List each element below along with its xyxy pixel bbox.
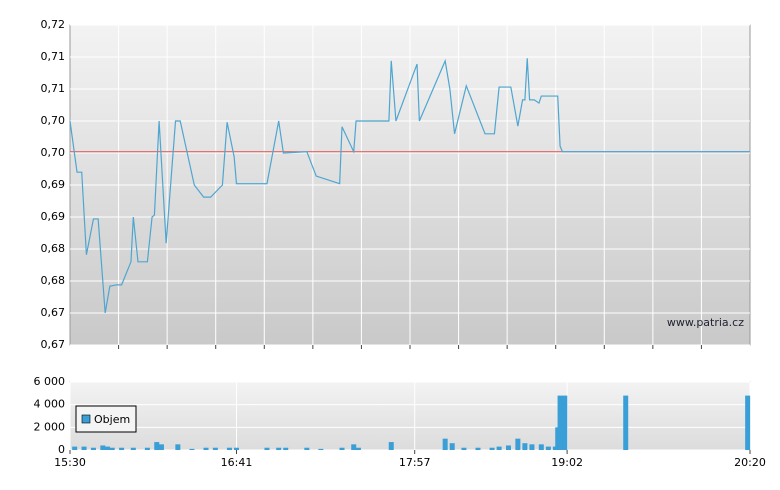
x-tick-label: 16:41 [221,456,253,469]
x-tick-label: 17:57 [399,456,431,469]
volume-bar [318,448,324,450]
y-tick-label: 0,72 [41,18,66,31]
y-tick-label: 2 000 [34,420,66,433]
volume-bar [90,447,96,450]
volume-bar [212,447,218,450]
y-tick-label: 0,67 [41,338,66,351]
volume-bar [119,447,125,450]
volume-bar [522,443,528,450]
volume-bar [745,395,751,450]
volume-bar [158,444,164,450]
volume-bar [442,438,448,450]
volume-bar [304,447,310,450]
volume-bar [130,447,136,450]
volume-bar [557,395,563,450]
volume-bar [203,447,209,450]
volume-bar [538,444,544,450]
volume-bar [339,447,345,450]
y-tick-label: 0,71 [41,82,66,95]
volume-bar [81,446,87,450]
volume-bar [355,447,361,450]
y-tick-label: 0,68 [41,274,66,287]
volume-bar [100,445,106,450]
volume-bar [515,438,521,450]
x-tick-label: 15:30 [54,456,86,469]
x-tick-label: 20:20 [734,456,766,469]
y-tick-label: 0,70 [41,146,66,159]
volume-bar [283,447,289,450]
volume-bar [623,395,629,450]
volume-bar [109,447,115,450]
volume-bar [72,446,78,450]
volume-bar [461,447,467,450]
volume-bar [388,442,394,450]
volume-bar [496,446,502,450]
y-tick-label: 6 000 [34,375,66,388]
volume-bar [264,447,270,450]
volume-bar [529,444,535,450]
volume-bar [226,447,232,450]
volume-bar [505,445,511,450]
volume-bar [489,447,495,450]
volume-bar [175,444,181,450]
y-tick-label: 0,70 [41,114,66,127]
y-tick-label: 4 000 [34,398,66,411]
watermark: www.patria.cz [667,316,744,329]
volume-bar [545,446,551,450]
volume-bar [144,447,150,450]
y-tick-label: 0,69 [41,210,66,223]
legend-label: Objem [94,413,130,426]
y-tick-label: 0 [58,443,65,456]
volume-bar [154,442,160,450]
volume-bar [105,446,111,450]
y-tick-label: 0,68 [41,242,66,255]
volume-bar [562,395,568,450]
volume-bar [475,447,481,450]
legend-swatch [81,414,91,424]
volume-bar [351,444,357,450]
y-tick-label: 0,69 [41,178,66,191]
y-tick-label: 0,71 [41,50,66,63]
price-line [69,58,750,314]
volume-bar [449,443,455,450]
y-tick-label: 0,67 [41,306,66,319]
volume-bar [276,447,282,450]
volume-bar [233,447,239,450]
x-tick-label: 19:02 [551,456,583,469]
plot-area [69,381,751,451]
volume-bar [189,448,195,450]
